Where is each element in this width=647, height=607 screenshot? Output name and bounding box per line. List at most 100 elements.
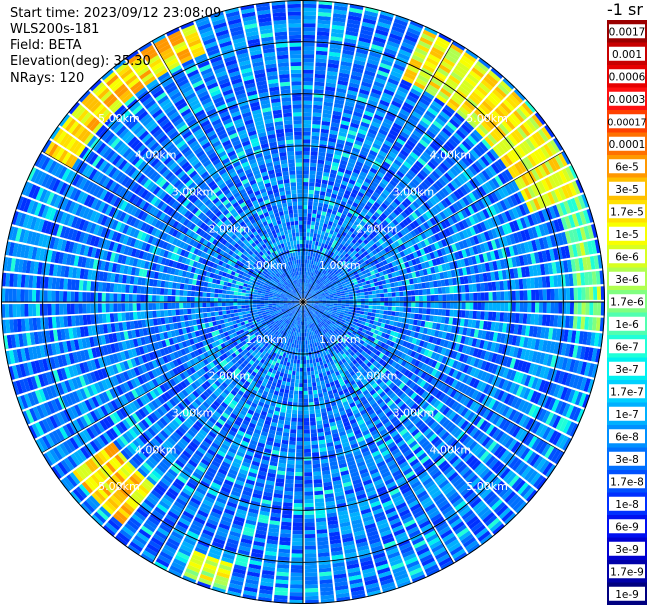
ppi-gate-cell — [442, 159, 452, 169]
ppi-gate-cell — [326, 212, 332, 218]
ppi-gate-cell — [420, 204, 428, 213]
ppi-gate-cell — [368, 308, 373, 313]
ppi-gate-cell — [325, 86, 336, 92]
ppi-gate-cell — [440, 60, 454, 71]
ppi-gate-cell — [305, 580, 318, 585]
ppi-gate-cell — [440, 87, 452, 98]
ppi-gate-cell — [498, 123, 510, 135]
ppi-gate-cell — [282, 396, 288, 402]
ppi-gate-cell — [507, 133, 518, 146]
ppi-gate-cell — [426, 288, 431, 295]
ppi-gate-cell — [338, 72, 350, 79]
ppi-gate-cell — [525, 119, 537, 132]
ppi-gate-cell — [547, 191, 556, 205]
ppi-gate-cell — [314, 225, 319, 230]
ppi-gate-cell — [417, 234, 424, 242]
ppi-gate-cell — [314, 70, 326, 75]
ppi-gate-cell — [443, 172, 453, 182]
ppi-gate-cell — [372, 40, 385, 48]
ppi-gate-cell — [354, 164, 362, 171]
ppi-gate-cell — [322, 175, 329, 181]
ppi-gate-cell — [348, 294, 354, 297]
ppi-gate-cell — [347, 162, 355, 168]
ppi-gate-cell — [364, 177, 372, 185]
ppi-gate-cell — [372, 298, 377, 302]
ppi-gate-cell — [316, 381, 321, 387]
ppi-gate-cell — [329, 173, 337, 179]
ppi-gate-cell — [355, 103, 365, 111]
ppi-gate-cell — [306, 287, 309, 292]
ppi-gate-cell — [389, 179, 398, 187]
ppi-gate-cell — [314, 186, 321, 191]
ppi-gate-cell — [363, 250, 369, 257]
ppi-gate-cell — [390, 190, 399, 198]
ppi-gate-cell — [396, 245, 403, 253]
ppi-gate-cell — [543, 143, 554, 157]
ppi-gate-cell — [391, 302, 396, 307]
ppi-gate-cell — [384, 247, 390, 253]
ppi-gate-cell — [494, 215, 502, 226]
ppi-gate-cell — [410, 284, 415, 290]
ppi-gate-cell — [292, 370, 296, 376]
ppi-gate-cell — [432, 120, 444, 130]
ppi-gate-cell — [504, 169, 514, 181]
ppi-gate-cell — [503, 280, 508, 290]
ppi-gate-cell — [511, 91, 524, 104]
ppi-gate-cell — [434, 136, 445, 146]
ppi-gate-cell — [375, 110, 386, 118]
ppi-gate-cell — [333, 275, 338, 280]
ppi-gate-cell — [400, 45, 413, 54]
ppi-gate-cell — [313, 100, 323, 106]
ppi-gate-cell — [344, 101, 355, 108]
ppi-gate-cell — [304, 510, 315, 515]
ppi-gate-cell — [312, 292, 316, 296]
ppi-gate-cell — [316, 46, 328, 52]
ppi-gate-cell — [359, 220, 366, 227]
ppi-gate-cell — [436, 67, 449, 77]
ppi-gate-cell — [339, 278, 345, 283]
ppi-gate-cell — [366, 242, 372, 248]
ppi-gate-cell — [523, 302, 528, 313]
ppi-gate-cell — [449, 302, 454, 309]
ppi-gate-cell — [303, 433, 311, 438]
ppi-gate-cell — [433, 224, 441, 233]
ppi-gate-cell — [427, 107, 439, 117]
ppi-gate-cell — [346, 137, 355, 144]
ppi-gate-cell — [496, 291, 501, 301]
ppi-gate-cell — [413, 264, 419, 272]
ppi-gate-cell — [304, 472, 313, 477]
ppi-gate-cell — [303, 116, 312, 121]
ppi-gate-cell — [405, 216, 413, 224]
ppi-gate-cell — [534, 131, 546, 145]
ppi-gate-cell — [366, 211, 374, 218]
ppi-gate-cell — [368, 251, 375, 258]
ppi-gate-cell — [298, 398, 303, 403]
ppi-gate-cell — [364, 70, 376, 77]
ppi-gate-cell — [394, 119, 405, 127]
ppi-gate-cell — [569, 287, 575, 301]
ppi-gate-cell — [386, 224, 393, 231]
ppi-gate-cell — [406, 139, 416, 148]
ppi-gate-cell — [462, 183, 472, 194]
ppi-gate-cell — [327, 289, 332, 293]
ppi-gate-cell — [359, 201, 366, 208]
ppi-gate-cell — [304, 572, 318, 577]
ppi-gate-cell — [284, 483, 294, 488]
ppi-gate-cell — [364, 204, 371, 211]
ppi-gate-cell — [414, 126, 425, 136]
ppi-gate-cell — [310, 280, 314, 285]
ppi-gate-cell — [357, 250, 363, 256]
ppi-gate-cell — [304, 475, 313, 481]
ppi-gate-cell — [330, 271, 335, 276]
ppi-gate-cell — [303, 123, 312, 128]
ppi-gate-cell — [367, 153, 376, 161]
ppi-gate-cell — [324, 195, 331, 201]
ppi-gate-cell — [365, 254, 371, 260]
ppi-gate-cell — [317, 286, 321, 290]
ppi-gate-cell — [471, 190, 480, 201]
ppi-gate-cell — [298, 340, 301, 345]
ppi-gate-cell — [316, 285, 321, 289]
ppi-gate-cell — [315, 241, 319, 246]
ppi-gate-cell — [335, 91, 346, 98]
ppi-gate-cell — [383, 226, 390, 234]
